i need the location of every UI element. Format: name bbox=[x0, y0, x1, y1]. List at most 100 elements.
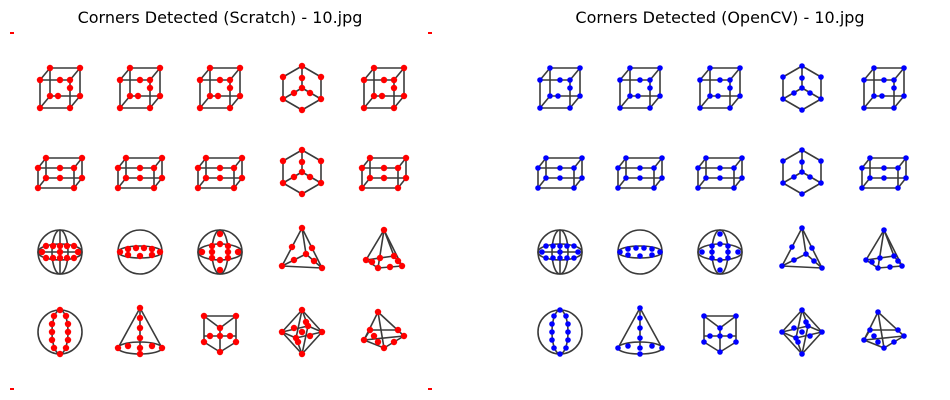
corner-point bbox=[224, 242, 232, 250]
corner-point bbox=[547, 65, 553, 71]
corner-point bbox=[202, 174, 210, 182]
corner-point bbox=[310, 257, 318, 265]
corner-point bbox=[158, 174, 166, 182]
corner-point bbox=[306, 173, 314, 181]
corner-point bbox=[809, 245, 815, 251]
corner-point bbox=[317, 179, 325, 187]
ellipse-circle-icon bbox=[617, 229, 663, 275]
corner-point bbox=[238, 154, 246, 162]
corner-point bbox=[290, 324, 298, 332]
corner-point bbox=[861, 77, 867, 83]
corner-point bbox=[647, 77, 653, 83]
cone-icon bbox=[114, 304, 166, 358]
corner-point bbox=[394, 326, 402, 334]
corner-point bbox=[136, 314, 144, 322]
corner-point bbox=[563, 345, 569, 351]
corner-point bbox=[731, 185, 737, 191]
corner-point bbox=[317, 73, 325, 81]
shape-edge bbox=[281, 309, 303, 333]
corner-point bbox=[543, 175, 549, 181]
corner-point bbox=[232, 338, 240, 346]
corner-point bbox=[208, 254, 216, 262]
corner-point bbox=[717, 241, 723, 247]
corner-point bbox=[116, 248, 124, 256]
corner-point bbox=[807, 90, 813, 96]
corner-point bbox=[288, 243, 296, 251]
corner-point bbox=[226, 332, 234, 340]
corner-point bbox=[34, 184, 42, 192]
corner-point bbox=[779, 329, 785, 335]
corner-point bbox=[637, 305, 643, 311]
corner-point bbox=[895, 327, 901, 333]
corner-point bbox=[735, 249, 741, 255]
corner-point bbox=[390, 252, 398, 260]
corner-point bbox=[378, 92, 386, 100]
corner-point bbox=[699, 249, 705, 255]
sphere-cross-icon bbox=[197, 229, 243, 275]
corner-point bbox=[146, 76, 154, 84]
corner-point bbox=[78, 154, 86, 162]
corner-point bbox=[891, 77, 897, 83]
corner-point bbox=[216, 348, 224, 356]
shape-edge bbox=[801, 149, 822, 162]
corner-point bbox=[42, 154, 50, 162]
corner-point bbox=[136, 174, 144, 182]
corner-point bbox=[659, 175, 665, 181]
corner-point bbox=[881, 345, 887, 351]
corner-point bbox=[48, 336, 56, 344]
tetrahedron-icon bbox=[779, 225, 825, 271]
corner-point bbox=[780, 158, 786, 164]
corner-point bbox=[789, 244, 795, 250]
corner-point bbox=[136, 344, 144, 352]
corner-point bbox=[298, 190, 306, 198]
corner-point bbox=[230, 184, 238, 192]
corner-point bbox=[56, 242, 64, 250]
corner-point bbox=[380, 76, 388, 84]
corner-point bbox=[717, 267, 723, 273]
pyramid-icon bbox=[362, 226, 406, 272]
corner-point bbox=[66, 84, 74, 92]
shape-edge bbox=[703, 315, 721, 329]
corner-point bbox=[717, 231, 723, 237]
shape-edge bbox=[295, 309, 303, 339]
shape-edge bbox=[301, 325, 309, 355]
corner-point bbox=[74, 248, 82, 256]
corner-point bbox=[148, 251, 156, 259]
corner-point bbox=[370, 92, 378, 100]
corner-point bbox=[42, 242, 50, 250]
corner-point bbox=[376, 254, 384, 262]
cone-icon bbox=[615, 305, 665, 357]
panel-opencv: Corners Detected (OpenCV) - 10.jpg bbox=[500, 0, 940, 400]
shape-edge bbox=[117, 307, 141, 349]
corner-point bbox=[571, 165, 577, 171]
corner-point bbox=[701, 313, 707, 319]
corner-point bbox=[901, 65, 907, 71]
corner-point bbox=[390, 338, 398, 346]
frustum-icon bbox=[861, 309, 907, 351]
corner-point bbox=[539, 249, 545, 255]
corner-point bbox=[134, 92, 142, 100]
corner-point bbox=[709, 249, 715, 255]
corner-point bbox=[799, 159, 805, 165]
corner-point bbox=[625, 252, 631, 258]
corner-point bbox=[298, 168, 306, 176]
corner-point bbox=[402, 174, 410, 182]
corner-point bbox=[202, 154, 210, 162]
corner-point bbox=[278, 328, 286, 336]
corner-point bbox=[122, 154, 130, 162]
corner-point bbox=[725, 249, 731, 255]
cube-icon bbox=[360, 64, 408, 112]
corner-point bbox=[38, 248, 46, 256]
shape-outline bbox=[617, 229, 663, 275]
shape-edge bbox=[801, 182, 822, 195]
corner-point bbox=[725, 255, 731, 261]
corner-point bbox=[549, 321, 555, 327]
corner-point bbox=[132, 244, 140, 252]
corner-point bbox=[637, 345, 643, 351]
corner-point bbox=[290, 89, 298, 97]
corner-point bbox=[647, 105, 653, 111]
corner-point bbox=[799, 75, 805, 81]
corner-point bbox=[891, 85, 897, 91]
corner-point bbox=[881, 77, 887, 83]
corner-point bbox=[867, 327, 873, 333]
